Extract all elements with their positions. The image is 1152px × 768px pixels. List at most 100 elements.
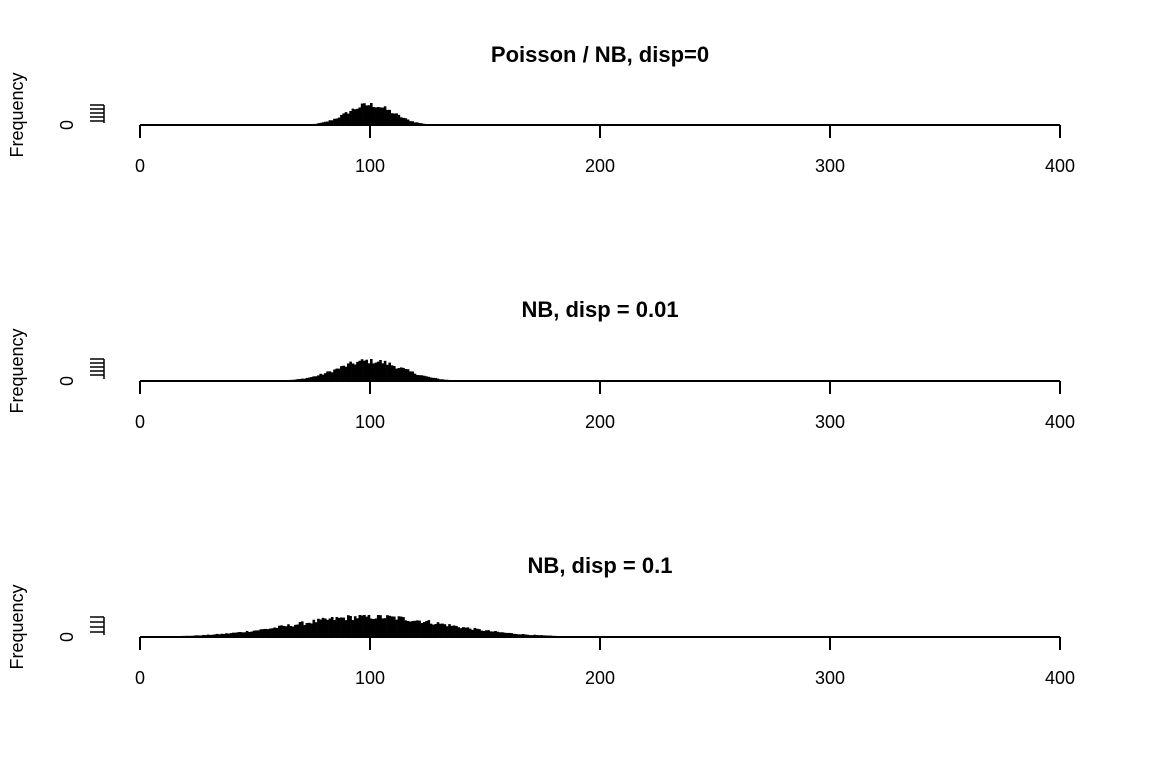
histogram-bar — [301, 378, 304, 381]
histogram-bar — [301, 621, 304, 637]
histogram-bar — [376, 107, 380, 125]
histogram-bar — [411, 621, 414, 637]
histogram-bar — [508, 632, 511, 637]
histogram-bar — [487, 630, 490, 637]
histogram-bar — [271, 628, 274, 637]
histogram-bar — [413, 122, 417, 125]
histogram-bar — [296, 624, 299, 637]
panel-2-y-axis-label: Frequency — [7, 328, 27, 413]
histogram-bar — [321, 122, 325, 125]
histogram-bar — [441, 623, 444, 637]
histogram-bar — [356, 361, 359, 381]
histogram-bar — [489, 631, 493, 637]
panel-1-bars — [305, 103, 435, 125]
histogram-panel-3: NB, disp = 0.1 Frequency 0 0 100 200 300… — [7, 553, 1075, 688]
panel-3-x-ticks — [139, 637, 1061, 650]
histogram-bar — [466, 627, 470, 637]
histogram-bar — [202, 634, 205, 637]
panel-1-x-ticks — [139, 125, 1061, 138]
panel-1-x-tick-label: 200 — [585, 156, 615, 176]
histogram-bar — [485, 630, 488, 637]
histogram-bar — [326, 619, 329, 637]
histogram-bar — [317, 618, 320, 637]
histogram-bar — [328, 371, 332, 381]
histogram-bar — [413, 620, 417, 637]
histogram-bar — [321, 374, 325, 381]
histogram-bar — [464, 627, 467, 637]
histogram-bar — [388, 615, 391, 637]
panel-3-x-tick-label: 100 — [355, 668, 385, 688]
histogram-bar — [298, 378, 302, 381]
panel-3-y-ticks — [90, 616, 105, 635]
histogram-bar — [376, 615, 380, 637]
histogram-bar — [351, 363, 355, 381]
histogram-bar — [388, 362, 391, 381]
histogram-bar — [404, 368, 408, 381]
histogram-bar — [370, 103, 373, 125]
histogram-bar — [448, 624, 451, 637]
histogram-bar — [386, 109, 389, 125]
histogram-bar — [535, 634, 539, 637]
histogram-bar — [416, 122, 419, 125]
histogram-bar — [232, 632, 235, 637]
histogram-bar — [252, 630, 256, 637]
histogram-bar — [351, 620, 355, 637]
panel-1-x-tick-label: 100 — [355, 156, 385, 176]
histogram-bar — [374, 107, 378, 125]
histogram-bar — [342, 113, 345, 125]
histogram-bar — [533, 634, 536, 637]
histogram-bar — [390, 113, 394, 125]
histogram-bar — [363, 103, 366, 125]
histogram-bar — [390, 365, 394, 381]
histogram-bar — [335, 617, 339, 637]
histogram-bar — [335, 368, 339, 381]
histogram-bar — [255, 630, 258, 637]
histogram-bar — [397, 616, 401, 637]
histogram-bar — [275, 627, 279, 637]
histogram-bar — [425, 376, 428, 381]
histogram-bar — [367, 363, 371, 381]
panel-1-x-tick-label: 400 — [1045, 156, 1075, 176]
histogram-bar — [395, 113, 398, 125]
panel-3-y-tick-label: 0 — [57, 632, 77, 642]
panel-3-x-tick-label: 0 — [135, 668, 145, 688]
histogram-bar — [434, 378, 437, 381]
histogram-bar — [278, 625, 281, 637]
histogram-bar — [347, 363, 350, 381]
histogram-bar — [353, 364, 357, 381]
histogram-bar — [372, 106, 375, 125]
histogram-bar — [340, 114, 343, 125]
histogram-bar — [427, 620, 431, 637]
histogram-bar — [310, 623, 313, 637]
histogram-bar — [328, 120, 332, 125]
histogram-bar — [324, 618, 327, 637]
histogram-bar — [439, 623, 442, 637]
histogram-bar — [510, 633, 513, 637]
histogram-bar — [284, 626, 288, 637]
histogram-bar — [324, 121, 327, 125]
histogram-bar — [238, 631, 242, 637]
histogram-bar — [418, 620, 421, 637]
histogram-bar — [314, 376, 318, 381]
histogram-bar — [395, 368, 398, 381]
histogram-bar — [374, 618, 378, 637]
histogram-bar — [399, 117, 403, 125]
histogram-bar — [420, 623, 424, 637]
panel-2-y-ticks — [90, 358, 105, 379]
histogram-bar — [319, 373, 322, 381]
histogram-panel-2: NB, disp = 0.01 Frequency 0 0 100 200 30… — [7, 297, 1075, 432]
histogram-bar — [383, 106, 387, 125]
panel-3-x-tick-label: 400 — [1045, 668, 1075, 688]
histogram-bar — [416, 620, 419, 637]
histogram-bar — [383, 360, 387, 381]
panel-1-y-axis-label: Frequency — [7, 72, 27, 157]
histogram-bar — [353, 109, 357, 125]
histogram-bar — [305, 623, 309, 637]
histogram-bar — [259, 629, 263, 637]
histogram-bar — [436, 622, 440, 637]
histogram-bar — [328, 618, 332, 637]
histogram-bar — [443, 624, 447, 637]
histogram-bar — [475, 628, 479, 637]
histogram-bar — [215, 633, 219, 637]
histogram-bar — [333, 369, 336, 381]
